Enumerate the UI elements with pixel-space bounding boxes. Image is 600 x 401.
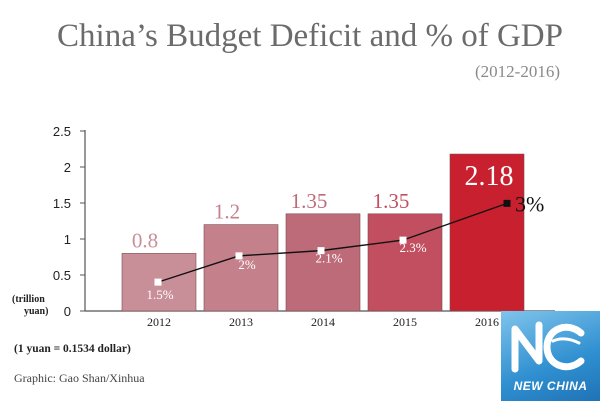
nc-logo-icon <box>511 321 585 373</box>
bar <box>203 224 279 312</box>
chart-title: China’s Budget Deficit and % of GDP <box>57 18 563 54</box>
currency-footnote: (1 yuan = 0.1534 dollar) <box>14 343 131 355</box>
y-tick-label: 1 <box>64 232 71 247</box>
gdp-point-label: 2.1% <box>315 251 342 266</box>
gdp-point-label: 2.3% <box>399 240 426 255</box>
gdp-point-label: 1.5% <box>146 287 173 302</box>
xinhua-logo: NEW CHINA <box>501 311 600 401</box>
bar-value-label: 1.35 <box>373 189 410 213</box>
bar-value-label: 1.2 <box>214 200 240 224</box>
y-tick-label: 1.5 <box>53 196 71 211</box>
bar-value-label: 0.8 <box>132 228 158 252</box>
logo-text: NEW CHINA <box>513 379 588 393</box>
gdp-point-label: 2% <box>238 257 256 272</box>
chart-subtitle: (2012-2016) <box>475 62 560 81</box>
graphic-credit: Graphic: Gao Shan/Xinhua <box>14 371 145 385</box>
y-axis-label: (trillion <box>12 294 45 305</box>
bar-value-label: 1.35 <box>291 189 328 213</box>
y-axis-label: yuan) <box>24 306 48 317</box>
y-tick-label: 0.5 <box>53 268 71 283</box>
x-tick-label: 2014 <box>311 315 335 329</box>
x-tick-label: 2015 <box>393 315 417 329</box>
y-tick-label: 2 <box>64 160 71 175</box>
y-tick-label: 0 <box>64 304 71 319</box>
gdp-point <box>235 252 243 260</box>
bar-value-label: 2.18 <box>465 161 514 192</box>
gdp-point-label: 3% <box>515 191 544 216</box>
gdp-point <box>503 199 511 207</box>
bar <box>449 153 525 312</box>
x-tick-label: 2012 <box>147 315 171 329</box>
x-tick-label: 2013 <box>229 315 253 329</box>
bar <box>285 213 361 312</box>
y-tick-label: 2.5 <box>53 124 71 139</box>
gdp-point <box>399 236 407 244</box>
gdp-point <box>317 247 325 255</box>
gdp-point <box>154 278 162 286</box>
bar <box>367 213 443 312</box>
x-tick-label: 2016 <box>475 315 499 329</box>
